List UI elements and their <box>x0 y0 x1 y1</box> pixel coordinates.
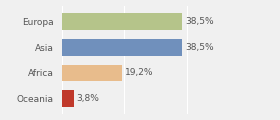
Text: 3,8%: 3,8% <box>77 94 99 103</box>
Bar <box>62 65 122 81</box>
Bar <box>62 13 182 30</box>
Text: 38,5%: 38,5% <box>185 43 214 52</box>
Text: 19,2%: 19,2% <box>125 68 153 77</box>
Bar <box>62 90 74 107</box>
Text: 38,5%: 38,5% <box>185 17 214 26</box>
Bar <box>62 39 182 55</box>
